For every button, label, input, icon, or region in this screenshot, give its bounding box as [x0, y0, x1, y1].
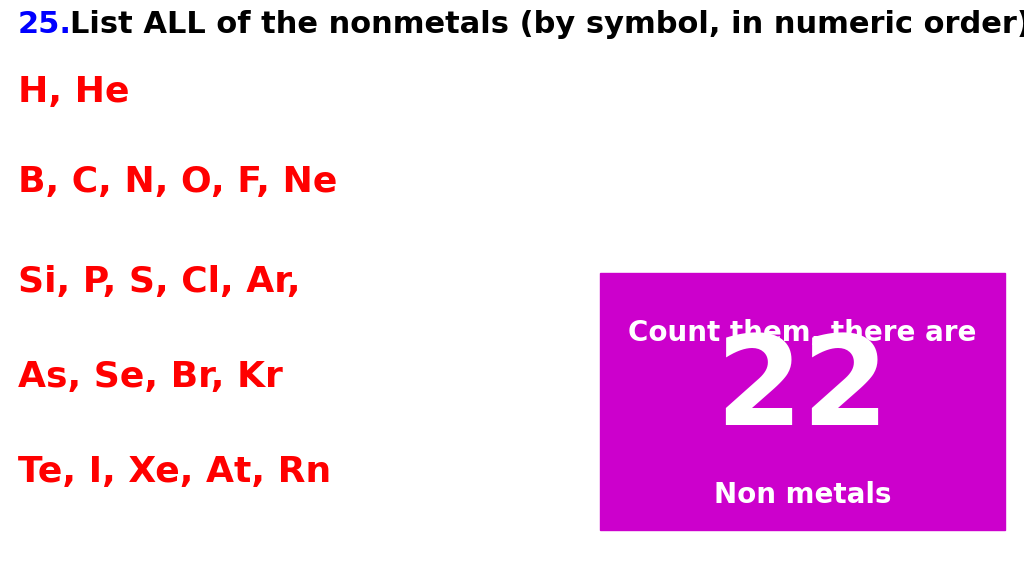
Text: 22: 22	[716, 329, 890, 450]
Text: Si, P, S, Cl, Ar,: Si, P, S, Cl, Ar,	[18, 265, 300, 299]
Text: As, Se, Br, Kr: As, Se, Br, Kr	[18, 360, 283, 394]
Text: B, C, N, O, F, Ne: B, C, N, O, F, Ne	[18, 165, 337, 199]
Text: H, He: H, He	[18, 75, 129, 109]
Text: 25.: 25.	[18, 10, 72, 39]
Text: Non metals: Non metals	[714, 482, 891, 509]
Bar	[600, 273, 1005, 530]
Text: Te, I, Xe, At, Rn: Te, I, Xe, At, Rn	[18, 455, 331, 489]
Text: List ALL of the nonmetals (by symbol, in numeric order): List ALL of the nonmetals (by symbol, in…	[70, 10, 1024, 39]
Text: Count them, there are: Count them, there are	[629, 319, 977, 347]
